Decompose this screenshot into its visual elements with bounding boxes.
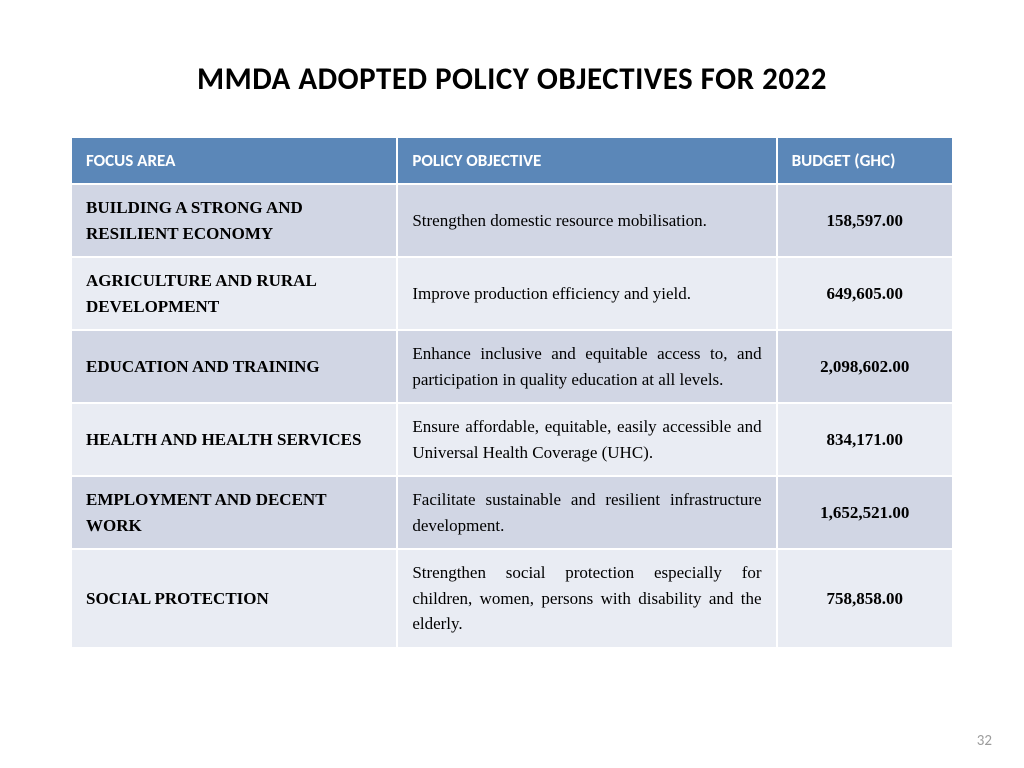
table-row: EDUCATION AND TRAINING Enhance inclusive… bbox=[71, 330, 953, 403]
cell-budget: 2,098,602.00 bbox=[777, 330, 953, 403]
cell-policy: Improve production efficiency and yield. bbox=[397, 257, 776, 330]
cell-policy: Ensure affordable, equitable, easily acc… bbox=[397, 403, 776, 476]
cell-focus: BUILDING A STRONG AND RESILIENT ECONOMY bbox=[71, 184, 397, 257]
cell-focus: SOCIAL PROTECTION bbox=[71, 549, 397, 648]
cell-policy: Enhance inclusive and equitable access t… bbox=[397, 330, 776, 403]
table-row: SOCIAL PROTECTION Strengthen social prot… bbox=[71, 549, 953, 648]
cell-focus: HEALTH AND HEALTH SERVICES bbox=[71, 403, 397, 476]
col-header-focus: FOCUS AREA bbox=[71, 137, 397, 184]
cell-budget: 758,858.00 bbox=[777, 549, 953, 648]
cell-policy: Strengthen social protection especially … bbox=[397, 549, 776, 648]
page-number: 32 bbox=[977, 732, 992, 750]
slide-title: MMDA ADOPTED POLICY OBJECTIVES FOR 2022 bbox=[70, 60, 954, 98]
cell-budget: 158,597.00 bbox=[777, 184, 953, 257]
cell-policy: Strengthen domestic resource mobilisatio… bbox=[397, 184, 776, 257]
policy-table: FOCUS AREA POLICY OBJECTIVE BUDGET (GHC)… bbox=[70, 136, 954, 649]
cell-budget: 649,605.00 bbox=[777, 257, 953, 330]
cell-budget: 1,652,521.00 bbox=[777, 476, 953, 549]
slide-container: MMDA ADOPTED POLICY OBJECTIVES FOR 2022 … bbox=[0, 0, 1024, 689]
col-header-policy: POLICY OBJECTIVE bbox=[397, 137, 776, 184]
col-header-budget: BUDGET (GHC) bbox=[777, 137, 953, 184]
table-header-row: FOCUS AREA POLICY OBJECTIVE BUDGET (GHC) bbox=[71, 137, 953, 184]
table-row: EMPLOYMENT AND DECENT WORK Facilitate su… bbox=[71, 476, 953, 549]
table-row: BUILDING A STRONG AND RESILIENT ECONOMY … bbox=[71, 184, 953, 257]
cell-budget: 834,171.00 bbox=[777, 403, 953, 476]
cell-focus: EMPLOYMENT AND DECENT WORK bbox=[71, 476, 397, 549]
table-row: HEALTH AND HEALTH SERVICES Ensure afford… bbox=[71, 403, 953, 476]
cell-focus: AGRICULTURE AND RURAL DEVELOPMENT bbox=[71, 257, 397, 330]
cell-policy: Facilitate sustainable and resilient inf… bbox=[397, 476, 776, 549]
table-row: AGRICULTURE AND RURAL DEVELOPMENT Improv… bbox=[71, 257, 953, 330]
cell-focus: EDUCATION AND TRAINING bbox=[71, 330, 397, 403]
